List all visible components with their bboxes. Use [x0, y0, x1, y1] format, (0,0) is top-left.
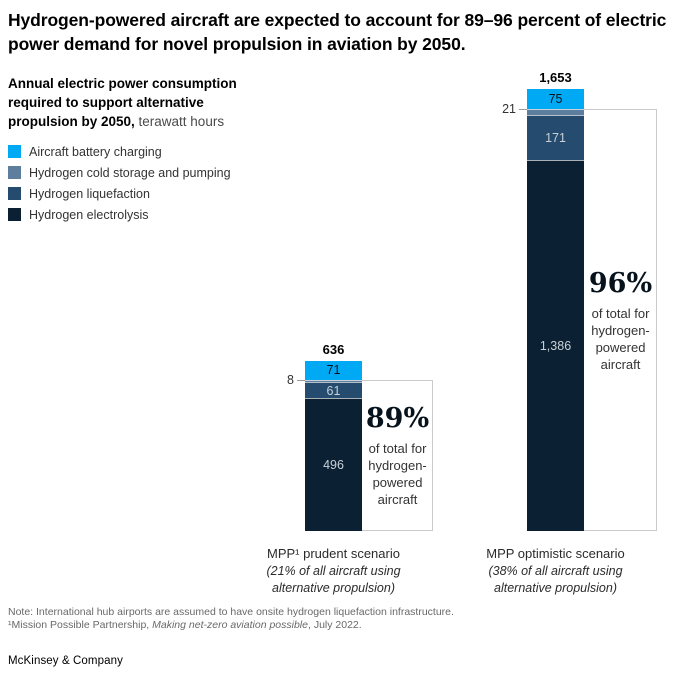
segment-value-label: 496: [323, 458, 344, 473]
chart-subtitle-unit: terawatt hours: [134, 114, 225, 129]
callout-text-mpp-prudent-scenario: 89% of total for hydrogen-powered aircraf…: [362, 380, 433, 531]
bar-mpp-optimistic-scenario: 75 171 1,386: [527, 89, 584, 531]
label-tick-line: [519, 109, 527, 111]
footnotes: Note: International hub airports are ass…: [8, 606, 454, 631]
legend-swatch-icon: [8, 208, 21, 221]
legend-label: Hydrogen cold storage and pumping: [29, 165, 231, 180]
segment-value-label: 171: [545, 131, 566, 146]
segment-value-label-outside: 21: [502, 102, 516, 117]
bar-segment-hydrogen-electrolysis: 496: [305, 398, 362, 531]
legend-swatch-icon: [8, 187, 21, 200]
category-name: MPP¹ prudent scenario: [267, 546, 400, 561]
legend-label: Hydrogen electrolysis: [29, 207, 149, 222]
legend-swatch-icon: [8, 145, 21, 158]
segment-value-label: 61: [326, 383, 341, 398]
legend-item-hydrogen-cold-storage-and-pumping: Hydrogen cold storage and pumping: [8, 162, 231, 183]
legend-label: Hydrogen liquefaction: [29, 186, 150, 201]
page-title: Hydrogen-powered aircraft are expected t…: [8, 10, 667, 54]
chart-legend: Aircraft battery charging Hydrogen cold s…: [8, 141, 231, 225]
category-label-mpp-optimistic-scenario: MPP optimistic scenario (38% of all aircr…: [446, 545, 666, 596]
legend-item-hydrogen-liquefaction: Hydrogen liquefaction: [8, 183, 231, 204]
footnote-source: ¹Mission Possible Partnership, Making ne…: [8, 618, 362, 631]
footnote-note: Note: International hub airports are ass…: [8, 606, 454, 618]
bar-segment-hydrogen-cold-storage-and-pumping: [305, 379, 362, 383]
callout-caption: of total for hydrogen-powered aircraft: [591, 305, 650, 372]
callout-percentage: 96%: [588, 267, 653, 299]
bar-total-label: 1,653: [539, 70, 572, 85]
category-detail: (21% of all aircraft using alternative p…: [266, 564, 401, 595]
bar-segment-aircraft-battery-charging: 75: [527, 89, 584, 110]
segment-value-label: 71: [326, 363, 341, 378]
legend-item-hydrogen-electrolysis: Hydrogen electrolysis: [8, 204, 231, 225]
bar-segment-hydrogen-liquefaction: 61: [305, 382, 362, 399]
callout-percentage: 89%: [365, 402, 430, 434]
legend-swatch-icon: [8, 166, 21, 179]
chart-subtitle-bold: Annual electric power consumption requir…: [8, 76, 237, 129]
legend-item-aircraft-battery-charging: Aircraft battery charging: [8, 141, 231, 162]
chart-subtitle: Annual electric power consumption requir…: [8, 74, 266, 131]
callout-caption: of total for hydrogen-powered aircraft: [368, 440, 427, 507]
bar-segment-aircraft-battery-charging: 71: [305, 360, 362, 380]
category-detail: (38% of all aircraft using alternative p…: [488, 564, 623, 595]
segment-value-label: 1,386: [539, 339, 572, 354]
segment-value-label: 75: [548, 92, 563, 107]
bar-total-label: 636: [322, 341, 345, 357]
bar-segment-hydrogen-cold-storage-and-pumping: [527, 109, 584, 115]
category-name: MPP optimistic scenario: [486, 546, 625, 561]
bar-segment-hydrogen-electrolysis: 1,386: [527, 160, 584, 531]
legend-label: Aircraft battery charging: [29, 144, 162, 159]
segment-value-label-outside: 8: [287, 372, 294, 387]
bar-mpp-prudent-scenario: 71 61 496: [305, 360, 362, 531]
category-label-mpp-prudent-scenario: MPP¹ prudent scenario (21% of all aircraf…: [224, 545, 444, 596]
label-tick-line: [297, 379, 305, 381]
brand-mark: McKinsey & Company: [8, 655, 123, 667]
callout-text-mpp-optimistic-scenario: 96% of total for hydrogen-powered aircraf…: [584, 109, 657, 531]
bar-segment-hydrogen-liquefaction: 171: [527, 114, 584, 161]
